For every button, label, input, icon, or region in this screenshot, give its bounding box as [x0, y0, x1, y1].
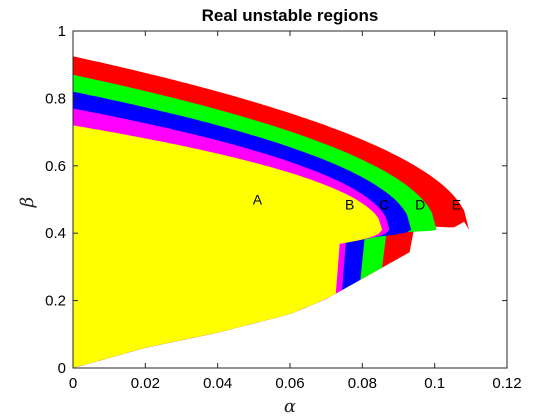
y-axis-label: β [17, 197, 38, 208]
x-tick-label: 0.12 [492, 375, 521, 392]
ticks-layer: 0 0.02 0.04 0.06 0.08 0.1 0.12 0 0.2 0.4 0.6 0.8 1 [45, 23, 521, 392]
region-label-d: D [415, 197, 425, 213]
x-tick-label: 0 [69, 375, 77, 392]
regions-layer [73, 56, 469, 369]
y-tick-label: 0.6 [45, 158, 66, 175]
x-tick-label: 0.06 [275, 375, 304, 392]
x-tick-label: 0.02 [131, 375, 160, 392]
x-tick-label: 0.08 [348, 375, 377, 392]
region-label-a: A [253, 192, 263, 208]
y-tick-label: 0 [58, 360, 66, 377]
chart-title: Real unstable regions [202, 6, 379, 25]
y-tick-label: 0.4 [45, 225, 66, 242]
region-label-b: B [345, 197, 354, 213]
x-axis-label: α [284, 396, 296, 417]
y-tick-label: 0.8 [45, 90, 66, 107]
region-a [73, 125, 383, 369]
y-tick-label: 0.2 [45, 293, 66, 310]
x-tick-label: 0.1 [424, 375, 445, 392]
region-label-c: C [379, 197, 389, 213]
x-tick-label: 0.04 [203, 375, 232, 392]
y-tick-label: 1 [58, 23, 66, 40]
region-label-e: E [452, 197, 461, 213]
